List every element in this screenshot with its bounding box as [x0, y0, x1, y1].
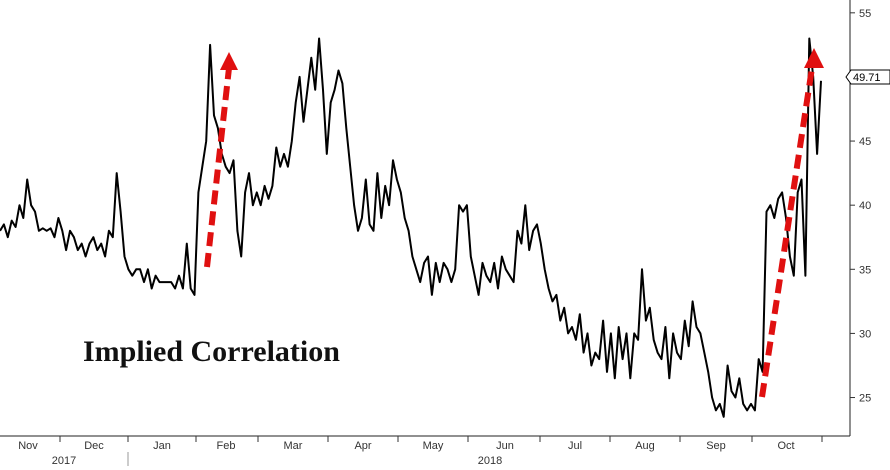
x-year-label-2017: 2017: [52, 455, 76, 467]
red-arrowhead-oct: [804, 48, 824, 68]
last-value-label-box: [845, 69, 890, 85]
red-arrowhead-feb: [220, 52, 238, 70]
series-line: [0, 37, 822, 418]
y-tick-label: 55: [859, 8, 871, 20]
red-dashed-arrow-feb: [204, 67, 232, 268]
x-tick-label-sep: Sep: [706, 440, 726, 452]
chart-title: Implied Correlation: [83, 335, 340, 368]
arrows-layer: [204, 48, 824, 398]
red-dashed-arrow-oct: [759, 67, 815, 398]
year-labels: 2017 2018: [52, 455, 502, 467]
x-tick-label-jun: Jun: [496, 440, 514, 452]
x-tick-label-jul: Jul: [568, 440, 582, 452]
month-labels: Nov Dec Jan Feb Mar Apr May Jun Jul Aug …: [18, 440, 794, 452]
last-value-label-text: 49.71: [853, 72, 881, 84]
series-layer: [0, 37, 822, 418]
last-value-label: 49.71: [845, 69, 890, 85]
x-tick-label-oct: Oct: [777, 440, 794, 452]
x-tick-label-nov: Nov: [18, 440, 38, 452]
x-tick-label-feb: Feb: [217, 440, 236, 452]
x-tick-label-mar: Mar: [284, 440, 303, 452]
y-tick-label: 30: [859, 328, 871, 340]
x-year-label-2018: 2018: [478, 455, 502, 467]
y-tick-label: 35: [859, 264, 871, 276]
x-tick-label-aug: Aug: [635, 440, 655, 452]
x-tick-label-may: May: [423, 440, 444, 452]
y-tick-label: 25: [859, 393, 871, 405]
y-tick-label: 40: [859, 200, 871, 212]
x-tick-label-apr: Apr: [354, 440, 371, 452]
x-tick-label-jan: Jan: [153, 440, 171, 452]
y-tick-label: 45: [859, 136, 871, 148]
x-ticks: [59, 436, 823, 466]
x-tick-label-dec: Dec: [84, 440, 104, 452]
